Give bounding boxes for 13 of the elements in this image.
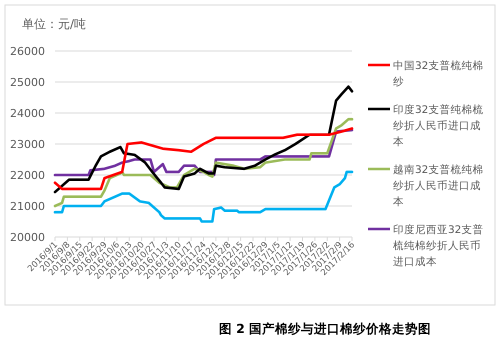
legend-label: 印度32支普纯棉梳纱折人民币进口成本 xyxy=(393,103,484,148)
y-tick-label: 23000 xyxy=(10,138,45,151)
y-tick-label: 21000 xyxy=(10,200,45,213)
legend-label: 印度尼西亚32支普梳纯棉纱折人民币进口成本 xyxy=(393,223,484,268)
y-axis-title: 单位：元/吨 xyxy=(22,17,86,31)
caption: 图 2 国产棉纱与进口棉纱价格走势图 xyxy=(218,321,432,336)
y-tick-label: 24000 xyxy=(10,107,45,120)
y-tick-label: 25000 xyxy=(10,76,45,89)
y-tick-label: 26000 xyxy=(10,45,45,58)
legend-label: 中国32支普梳纯棉纱 xyxy=(393,59,484,88)
y-tick-label: 22000 xyxy=(10,169,45,182)
y-tick-label: 20000 xyxy=(10,231,45,244)
legend-label: 越南32支普梳纯棉纱折人民币进口成本 xyxy=(393,163,484,208)
